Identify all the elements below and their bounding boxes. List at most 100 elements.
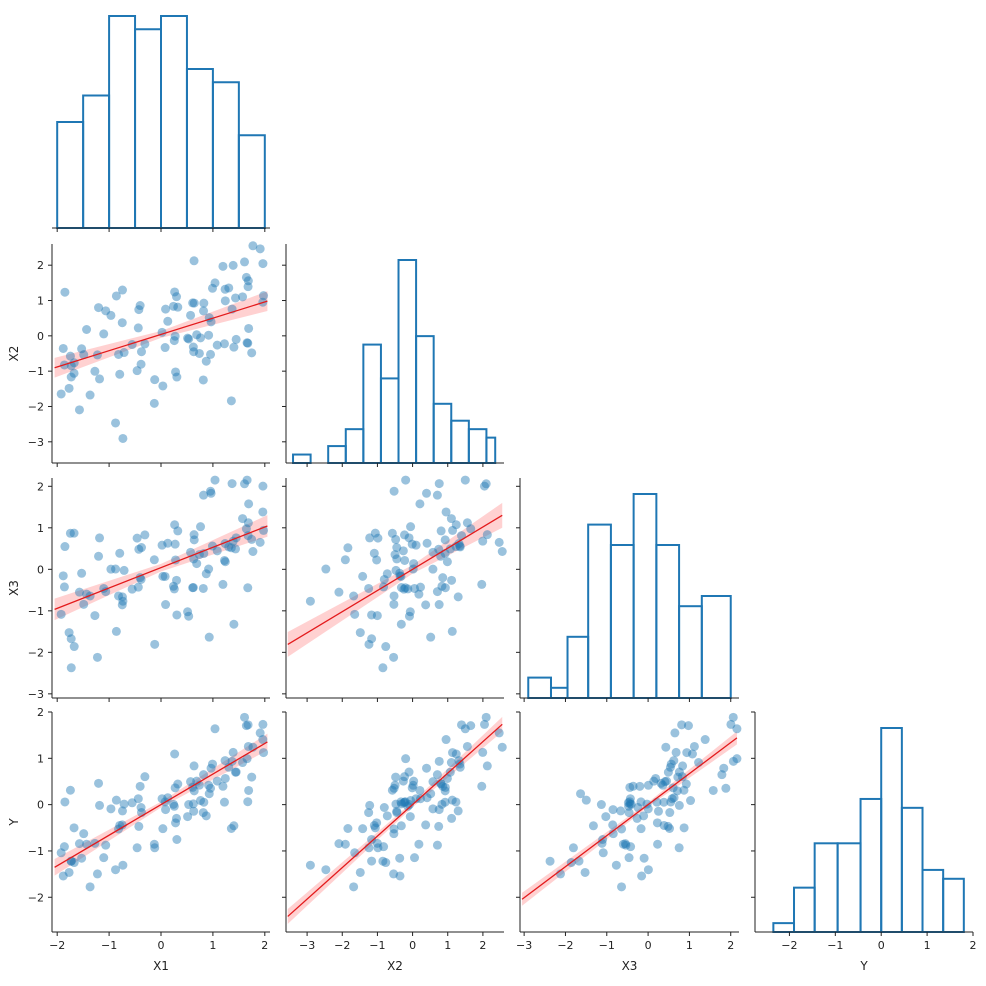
y-tick-label: 2 <box>37 706 44 719</box>
scatter-point <box>184 334 194 344</box>
y-tick-label: −1 <box>28 845 44 858</box>
scatter-point <box>229 619 239 629</box>
scatter-point <box>340 839 350 849</box>
scatter-point <box>99 329 109 339</box>
scatter-point <box>247 772 257 782</box>
scatter-point <box>321 865 331 875</box>
scatter-point <box>243 797 253 807</box>
scatter-point <box>244 323 254 333</box>
scatter-point <box>367 856 377 866</box>
x-axis-label-y: Y <box>859 959 868 973</box>
scatter-point <box>389 869 399 879</box>
scatter-point <box>255 728 265 738</box>
scatter-point <box>663 767 673 777</box>
scatter-point <box>399 798 409 808</box>
panel-x2-vs-x2 <box>282 244 504 467</box>
scatter-point <box>140 772 150 782</box>
scatter-point <box>381 642 391 652</box>
scatter-point <box>404 611 414 621</box>
scatter-point <box>134 544 144 554</box>
scatter-point <box>636 797 646 807</box>
scatter-point <box>115 369 125 379</box>
scatter-point <box>667 794 677 804</box>
scatter-point <box>204 780 214 790</box>
scatter-point <box>415 582 425 592</box>
regression-line <box>287 723 503 917</box>
scatter-point <box>451 520 461 530</box>
scatter-point <box>210 724 220 734</box>
scatter-point <box>665 824 675 834</box>
scatter-point <box>219 339 229 349</box>
hist-bar-x3-5 <box>632 493 658 699</box>
x-axis-label-x3: X3 <box>622 959 638 973</box>
x-tick-label: −1 <box>101 939 117 952</box>
x-tick-label: −3 <box>516 939 532 952</box>
scatter-point <box>192 330 202 340</box>
hist-bar-x1-1 <box>82 94 111 229</box>
scatter-point <box>422 763 432 773</box>
scatter-point <box>652 818 662 828</box>
scatter-point <box>79 599 89 609</box>
scatter-point <box>132 843 142 853</box>
scatter-point <box>305 596 315 606</box>
scatter-point <box>58 871 68 881</box>
scatter-point <box>700 735 710 745</box>
scatter-point <box>343 543 353 553</box>
scatter-point <box>447 575 457 585</box>
scatter-point <box>436 526 446 536</box>
scatter-point <box>136 359 146 369</box>
scatter-point <box>150 375 160 385</box>
scatter-point <box>136 574 146 584</box>
scatter-point <box>229 342 239 352</box>
scatter-point <box>204 564 214 574</box>
scatter-point <box>111 291 121 301</box>
scatter-point <box>188 298 198 308</box>
scatter-point <box>365 533 375 543</box>
scatter-point <box>608 829 618 839</box>
scatter-point <box>117 592 127 602</box>
scatter-point <box>358 571 368 581</box>
scatter-point <box>66 372 76 382</box>
scatter-point <box>183 333 193 343</box>
scatter-point <box>708 785 718 795</box>
hist-bar-x2-3 <box>344 428 365 464</box>
scatter-point <box>242 338 252 348</box>
scatter-point <box>196 522 206 532</box>
scatter-point <box>243 276 253 286</box>
scatter-point <box>65 528 75 538</box>
scatter-point <box>169 584 179 594</box>
scatter-point <box>616 806 626 816</box>
panel-y-vs-x1: −2 −1 0 1 2 X1 −2 −1 0 1 2 Y <box>7 706 270 973</box>
scatter-point <box>132 533 142 543</box>
scatter-point <box>172 292 182 302</box>
scatter-point <box>674 800 684 810</box>
scatter-point <box>238 514 248 524</box>
scatter-point <box>69 528 79 538</box>
scatter-point <box>643 865 653 875</box>
scatter-point <box>462 518 472 528</box>
scatter-point <box>189 298 199 308</box>
scatter-point <box>184 611 194 621</box>
scatter-point <box>133 582 143 592</box>
scatter-point <box>414 589 424 599</box>
scatter-point <box>358 824 368 834</box>
scatter-point <box>199 306 209 316</box>
scatter-point <box>227 479 237 489</box>
scatter-point <box>404 800 414 810</box>
scatter-point <box>391 772 401 782</box>
scatter-point <box>576 789 586 799</box>
x-tick-label: 0 <box>878 939 885 952</box>
scatter-point <box>396 619 406 629</box>
scatter-point <box>408 780 418 790</box>
scatter-point <box>372 818 382 828</box>
x-tick-label: −3 <box>299 939 315 952</box>
scatter-point <box>396 799 406 809</box>
hist-bar-y-8 <box>942 877 965 933</box>
scatter-point <box>466 524 476 534</box>
scatter-point <box>238 758 248 768</box>
scatter-point <box>677 720 687 730</box>
scatter-point <box>243 741 253 751</box>
scatter-point <box>671 747 681 757</box>
scatter-point <box>455 762 465 772</box>
